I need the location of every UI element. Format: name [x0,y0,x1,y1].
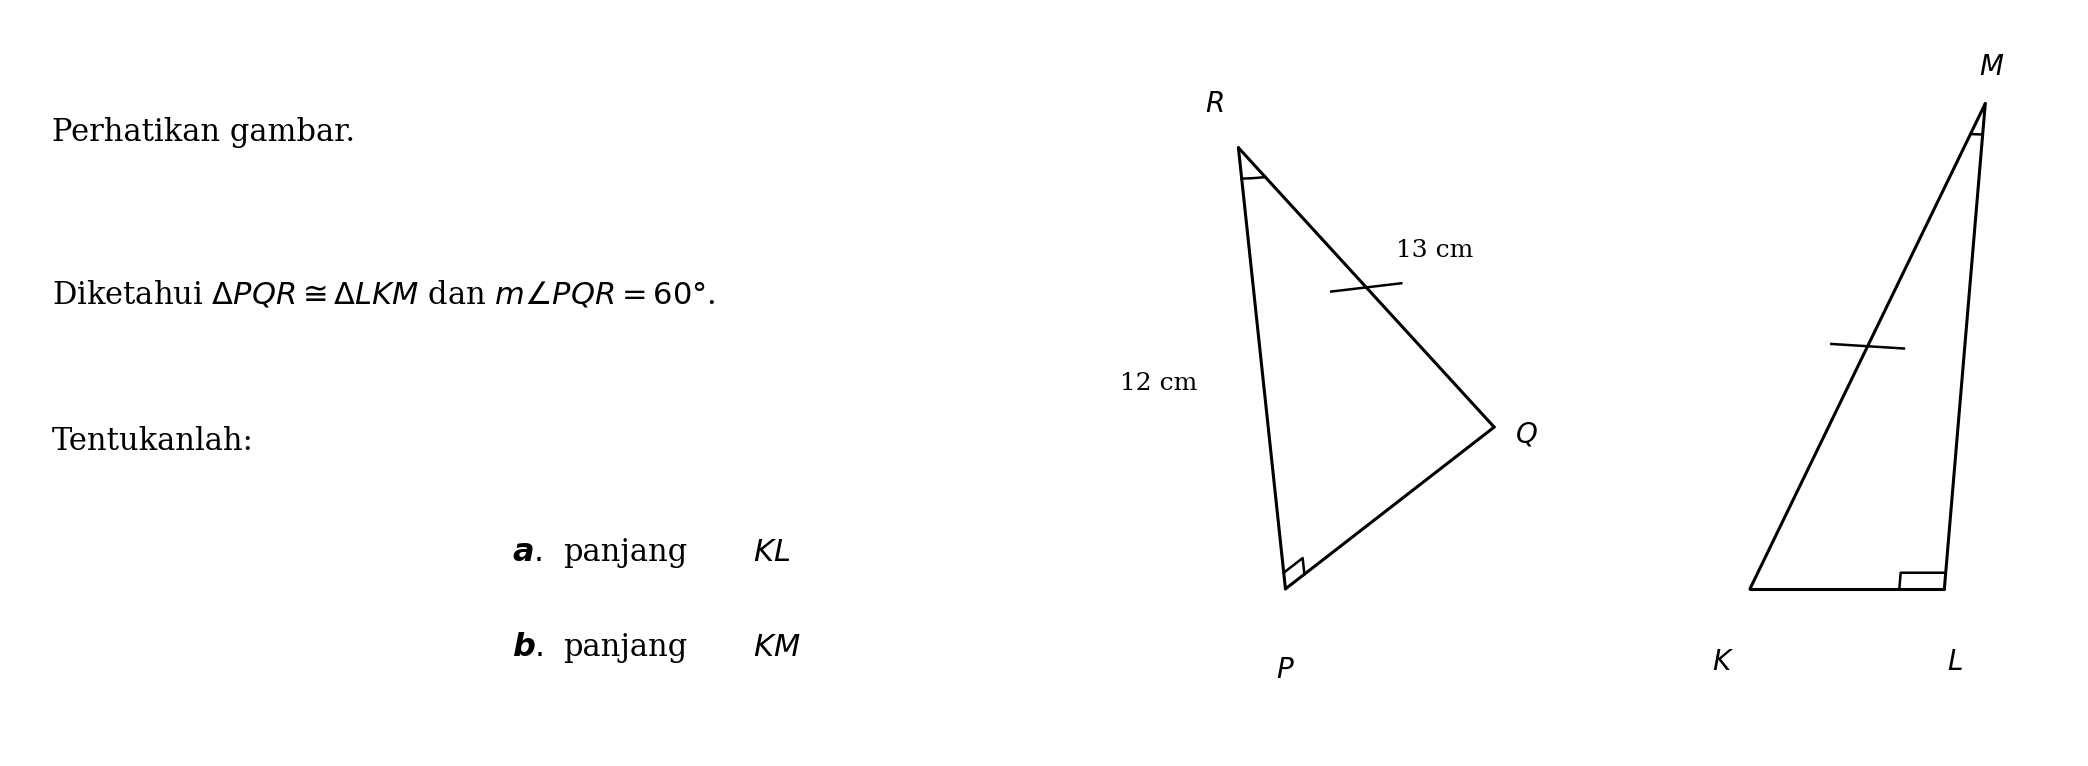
Text: $M$: $M$ [1979,53,2004,80]
Text: $K$: $K$ [1712,649,1735,676]
Text: $Q$: $Q$ [1514,421,1537,448]
Text: $P$: $P$ [1276,656,1295,684]
Text: panjang: panjang [564,537,687,568]
Text: Perhatikan gambar.: Perhatikan gambar. [52,117,355,149]
Text: 13 cm: 13 cm [1397,239,1474,262]
Text: panjang: panjang [564,632,687,663]
Text: $L$: $L$ [1946,649,1963,676]
Text: $\boldsymbol{a}$.: $\boldsymbol{a}$. [512,537,543,568]
Text: $KM$: $KM$ [754,633,802,663]
Text: Diketahui $\Delta PQR \cong \Delta LKM$ dan $m\angle PQR = 60°$.: Diketahui $\Delta PQR \cong \Delta LKM$ … [52,280,716,310]
Text: Tentukanlah:: Tentukanlah: [52,427,253,457]
Text: $\boldsymbol{b}$.: $\boldsymbol{b}$. [512,632,543,663]
Text: $KL$: $KL$ [754,538,791,567]
Text: 12 cm: 12 cm [1121,372,1196,394]
Text: $R$: $R$ [1205,90,1224,117]
